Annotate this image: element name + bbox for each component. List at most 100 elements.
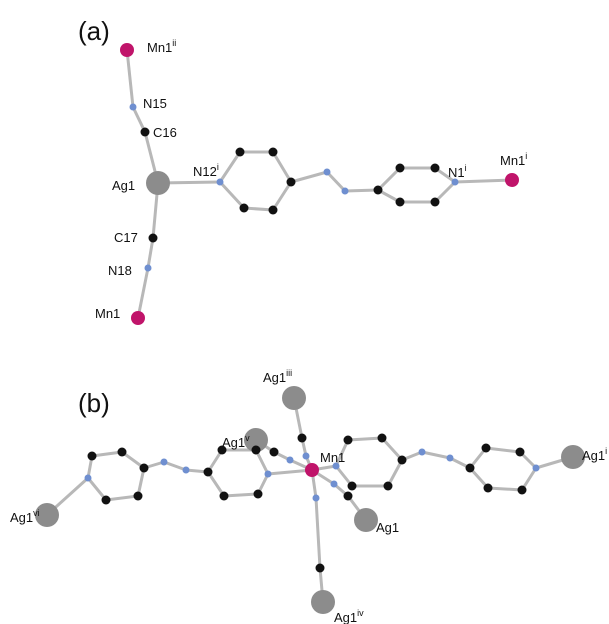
atom-label: Ag1	[376, 520, 399, 535]
atom-label: N1i	[448, 163, 467, 180]
atom	[287, 178, 296, 187]
atom-name: N12	[193, 164, 217, 179]
atom-label: Mn1i	[500, 151, 527, 168]
atom	[88, 452, 97, 461]
structure-figure: (a)Mn1iiN15C16Ag1N12iN1iMn1iC17N18Mn1(b)…	[0, 0, 609, 624]
bond	[224, 494, 258, 496]
atom	[134, 492, 143, 501]
atom-name: Mn1	[95, 306, 120, 321]
atom-superscript: i	[525, 151, 527, 161]
atom	[145, 265, 152, 272]
atom	[374, 186, 383, 195]
bond	[273, 182, 291, 210]
bond	[164, 462, 186, 470]
atom	[161, 459, 168, 466]
atom	[398, 456, 407, 465]
atom-superscript: i	[217, 162, 219, 172]
bond	[291, 172, 327, 182]
bond	[220, 182, 244, 208]
atom	[431, 198, 440, 207]
atom-label: Mn1ii	[147, 38, 176, 55]
atom	[518, 486, 527, 495]
atom	[324, 169, 331, 176]
atom	[149, 234, 158, 243]
atom	[466, 464, 475, 473]
atom-name: N18	[108, 263, 132, 278]
atom	[269, 206, 278, 215]
atom	[384, 482, 393, 491]
atom	[240, 204, 249, 213]
atom-label: Ag1	[112, 178, 135, 193]
atom-superscript: ii	[172, 38, 176, 48]
atom	[505, 173, 519, 187]
bond	[138, 268, 148, 318]
atom-name: Mn1	[320, 450, 345, 465]
atom-label: Ag1iii	[263, 368, 292, 385]
atom	[419, 449, 426, 456]
bond	[488, 488, 522, 490]
bond	[220, 152, 240, 182]
panel-label: (a)	[78, 16, 110, 46]
atom	[342, 188, 349, 195]
atom	[287, 457, 294, 464]
atom	[183, 467, 190, 474]
bond	[378, 168, 400, 190]
atom	[141, 128, 150, 137]
bond	[486, 448, 520, 452]
bonds	[47, 50, 573, 602]
bond	[92, 452, 122, 456]
atom	[140, 464, 149, 473]
atom-name: Ag1	[112, 178, 135, 193]
atom	[217, 179, 224, 186]
atom	[316, 564, 325, 573]
atom	[102, 496, 111, 505]
atom-name: N15	[143, 96, 167, 111]
atom	[265, 471, 272, 478]
bond	[422, 452, 450, 458]
bond	[106, 496, 138, 500]
atom-name: Ag1	[263, 370, 286, 385]
atom	[146, 171, 170, 195]
atom	[85, 475, 92, 482]
atom	[130, 104, 137, 111]
atom-label: Ag1i	[582, 446, 607, 463]
bond	[127, 50, 133, 107]
atom	[533, 465, 540, 472]
atom	[378, 434, 387, 443]
atom-label: N18	[108, 263, 132, 278]
atom	[303, 453, 310, 460]
atom-superscript: i	[465, 163, 467, 173]
bond	[327, 172, 345, 191]
atom	[344, 492, 353, 501]
atom	[484, 484, 493, 493]
atom-name: Mn1	[147, 40, 172, 55]
atom-label: N12i	[193, 162, 219, 179]
atom	[220, 492, 229, 501]
atom-name: Ag1	[376, 520, 399, 535]
atom	[254, 490, 263, 499]
atom	[131, 311, 145, 325]
bond	[345, 190, 378, 191]
atom	[282, 386, 306, 410]
bond	[148, 238, 153, 268]
atom-name: Ag1	[10, 510, 33, 525]
bond	[348, 438, 382, 440]
atom	[482, 444, 491, 453]
bond	[316, 498, 320, 568]
atom-label: C16	[153, 125, 177, 140]
atoms	[35, 43, 585, 614]
bond	[455, 180, 512, 182]
atom	[269, 148, 278, 157]
atom-label: Ag1vi	[10, 508, 40, 525]
labels: (a)Mn1iiN15C16Ag1N12iN1iMn1iC17N18Mn1(b)…	[10, 16, 607, 624]
atom	[344, 436, 353, 445]
atom	[236, 148, 245, 157]
atom-superscript: iv	[357, 608, 364, 618]
atom-superscript: vi	[33, 508, 40, 518]
atom-label: C17	[114, 230, 138, 245]
atom	[516, 448, 525, 457]
bond	[273, 152, 291, 182]
atom-name: Ag1	[334, 610, 357, 624]
panel-label: (b)	[78, 388, 110, 418]
atom	[118, 448, 127, 457]
